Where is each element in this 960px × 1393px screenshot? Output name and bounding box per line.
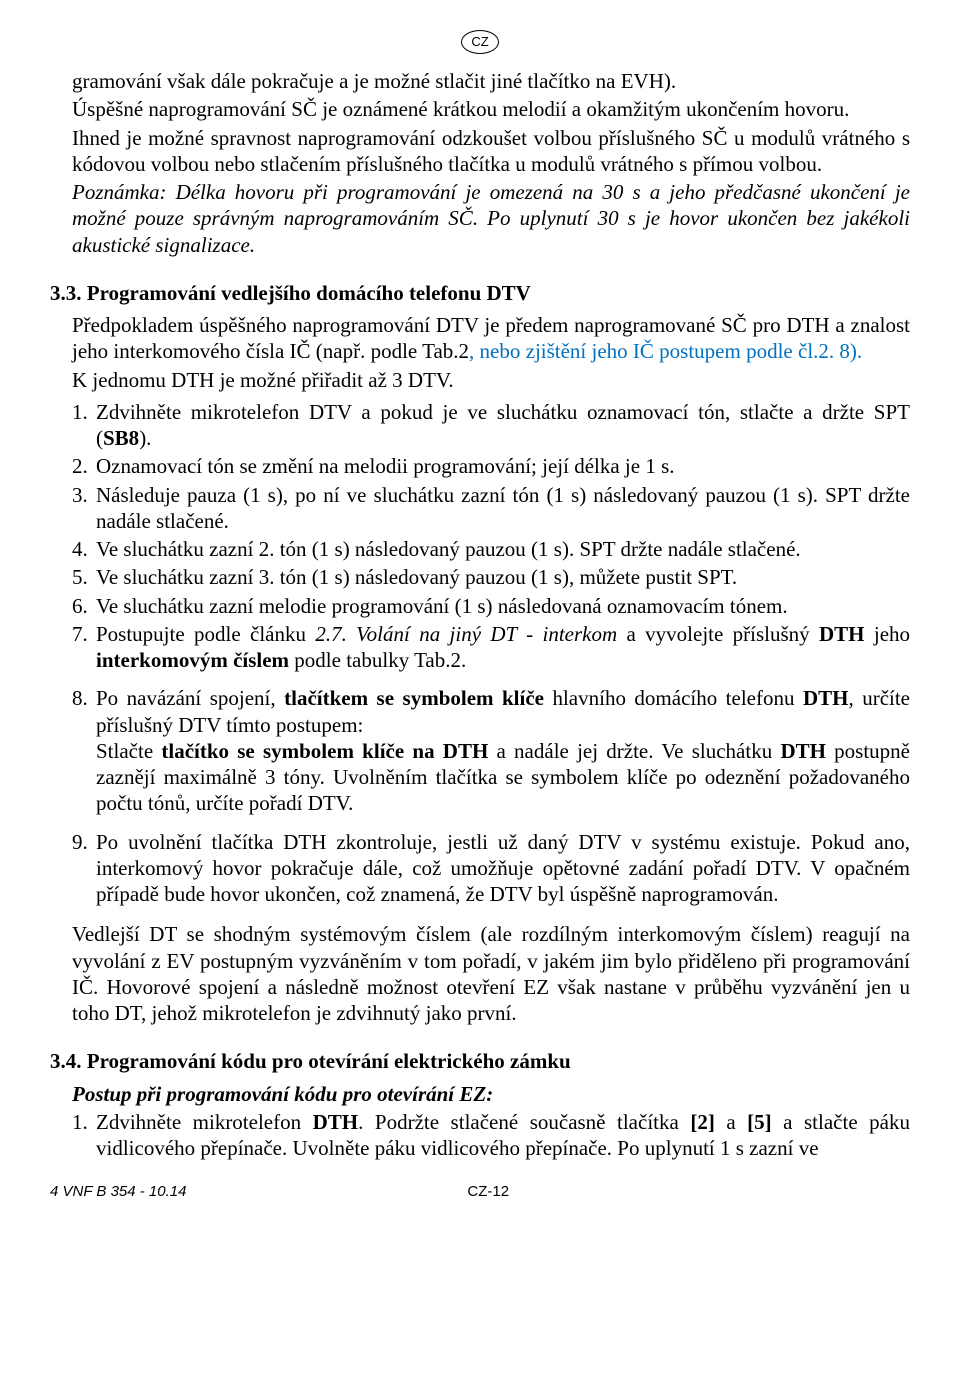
list-item-text: Ve sluchátku zazní 2. tón (1 s) následov… <box>96 536 910 562</box>
list-item-number: 9. <box>72 829 96 908</box>
list-item-number: 7. <box>72 621 96 674</box>
s33-item: 5.Ve sluchátku zazní 3. tón (1 s) násled… <box>72 564 910 590</box>
footer-center: CZ-12 <box>186 1183 790 1202</box>
s33-lead: Předpokladem úspěšného naprogramování DT… <box>72 312 910 365</box>
s33-item: 2.Oznamovací tón se změní na melodii pro… <box>72 453 910 479</box>
list-item-number: 5. <box>72 564 96 590</box>
footer-left: 4 VNF B 354 - 10.14 <box>50 1183 186 1202</box>
s33-item: 6.Ve sluchátku zazní melodie programován… <box>72 593 910 619</box>
list-item-text: Oznamovací tón se změní na melodii progr… <box>96 453 910 479</box>
list-item-text: Po navázání spojení, tlačítkem se symbol… <box>96 685 910 816</box>
s33-item: 9.Po uvolnění tlačítka DTH zkontroluje, … <box>72 829 910 908</box>
language-badge: CZ <box>461 30 499 54</box>
list-item-number: 8. <box>72 685 96 816</box>
list-item-text: Postupujte podle článku 2.7. Volání na j… <box>96 621 910 674</box>
intro-block: gramování však dále pokračuje a je možné… <box>50 68 910 258</box>
section-3-3-title: 3.3. Programování vedlejšího domácího te… <box>50 280 910 306</box>
s33-lead-blue: , nebo zjištění jeho IČ postupem podle č… <box>469 339 862 363</box>
intro-p1: gramování však dále pokračuje a je možné… <box>72 68 910 94</box>
s34-item-1: 1. Zdvihněte mikrotelefon DTH. Podržte s… <box>72 1109 910 1162</box>
page-footer: 4 VNF B 354 - 10.14 CZ-12 <box>50 1183 910 1202</box>
language-code: CZ <box>471 34 488 50</box>
section-3-4-body: Postup při programování kódu pro otevírá… <box>50 1081 910 1162</box>
list-item-number: 6. <box>72 593 96 619</box>
intro-p3: Ihned je možné spravnost naprogramování … <box>72 125 910 178</box>
list-item-number: 1. <box>72 399 96 452</box>
s33-item: 7.Postupujte podle článku 2.7. Volání na… <box>72 621 910 674</box>
list-item-text: Zdvihněte mikrotelefon DTV a pokud je ve… <box>96 399 910 452</box>
s34-item-1-num: 1. <box>72 1109 96 1162</box>
s33-lead-part2: K jednomu DTH je možné přiřadit až 3 DTV… <box>72 367 910 393</box>
list-item-number: 4. <box>72 536 96 562</box>
list-item-text: Následuje pauza (1 s), po ní ve sluchátk… <box>96 482 910 535</box>
s33-tail: Vedlejší DT se shodným systémovým číslem… <box>72 921 910 1026</box>
list-item-number: 2. <box>72 453 96 479</box>
document-page: CZ gramování však dále pokračuje a je mo… <box>0 0 960 1222</box>
list-item-number: 3. <box>72 482 96 535</box>
intro-p2: Úspěšné naprogramování SČ je oznámené kr… <box>72 96 910 122</box>
intro-note: Poznámka: Délka hovoru při programování … <box>72 179 910 258</box>
s33-item: 3.Následuje pauza (1 s), po ní ve sluchá… <box>72 482 910 535</box>
list-item-text: Ve sluchátku zazní melodie programování … <box>96 593 910 619</box>
list-item-text: Ve sluchátku zazní 3. tón (1 s) následov… <box>96 564 910 590</box>
s33-list: 1.Zdvihněte mikrotelefon DTV a pokud je … <box>72 399 910 908</box>
section-3-4-title: 3.4. Programování kódu pro otevírání ele… <box>50 1048 910 1074</box>
s33-item: 8.Po navázání spojení, tlačítkem se symb… <box>72 685 910 816</box>
s33-item: 1.Zdvihněte mikrotelefon DTV a pokud je … <box>72 399 910 452</box>
section-3-3-body: Předpokladem úspěšného naprogramování DT… <box>50 312 910 1026</box>
list-item-text: Po uvolnění tlačítka DTH zkontroluje, je… <box>96 829 910 908</box>
s34-subtitle: Postup při programování kódu pro otevírá… <box>72 1081 910 1107</box>
s34-item-1-text: Zdvihněte mikrotelefon DTH. Podržte stla… <box>96 1109 910 1162</box>
s33-item: 4.Ve sluchátku zazní 2. tón (1 s) násled… <box>72 536 910 562</box>
